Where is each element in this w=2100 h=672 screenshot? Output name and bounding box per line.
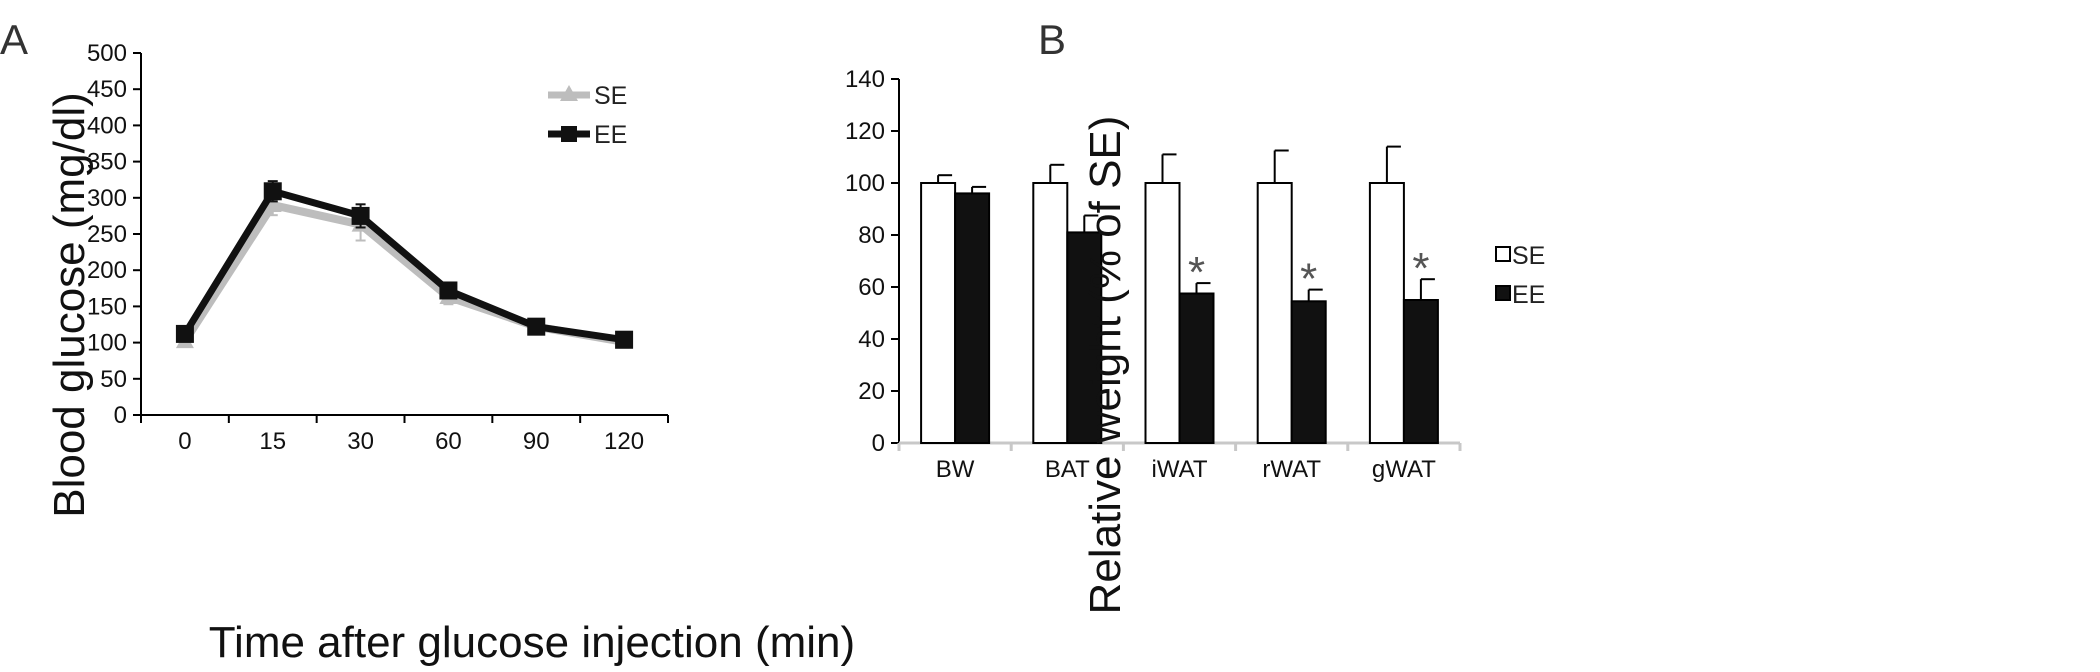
chart-a-x-tick-label: 120 (604, 428, 644, 455)
chart-a-y-tick-label: 150 (87, 293, 127, 320)
chart-a-y-tick-label: 50 (100, 366, 127, 393)
panel-letter-a: A (0, 16, 28, 63)
chart-b-y-tick-label: 60 (858, 274, 885, 301)
chart-a-y-tick-label: 400 (87, 112, 127, 139)
bar-se-rwat (1256, 182, 1293, 444)
data-point-ee (351, 206, 370, 225)
chart-b-y-tick-label: 120 (845, 118, 885, 145)
chart-b-x-tick-label: gWAT (1372, 456, 1436, 483)
legend-swatch-ee (1495, 285, 1511, 301)
chart-a-x-tick-label: 0 (178, 428, 191, 455)
panel-letter-b: B (1038, 16, 1066, 63)
glucose-tolerance-line-chart: 0 50 100 150 200 250 300 350 400 450 500 0 15 30 60 90 1… (87, 40, 669, 455)
chart-b-y-tick-label: 0 (872, 430, 885, 457)
chart-b-x-tick-label: BAT (1045, 456, 1090, 483)
chart-b-y-tick-label: 40 (858, 326, 885, 353)
bar-se-iwat (1144, 182, 1181, 444)
chart-a-x-tick-label: 15 (259, 428, 286, 455)
chart-b-y-axis-title: Relative weight (% of SE) (1081, 116, 1130, 615)
bar-se-bw (920, 182, 957, 444)
data-point-ee (615, 330, 634, 349)
data-point-se (263, 196, 282, 213)
chart-a-x-axis-title: Time after glucose injection (min) (209, 618, 855, 667)
chart-a-y-tick-label: 200 (87, 257, 127, 284)
bar-se-gwat (1368, 182, 1405, 444)
chart-a-y-tick-label: 0 (114, 402, 127, 429)
chart-b-y-tick-label: 80 (858, 222, 885, 249)
significance-asterisk: * (1300, 255, 1317, 304)
chart-b-y-tick-label: 20 (858, 378, 885, 405)
bar-ee-rwat (1290, 300, 1327, 444)
bar-ee-gwat (1402, 299, 1439, 444)
chart-a-y-tick-label: 250 (87, 221, 127, 248)
significance-asterisk: * (1188, 248, 1205, 297)
series-line-ee (181, 187, 625, 344)
bar-ee-bat (1066, 231, 1103, 444)
chart-b-x-tick-label: rWAT (1262, 456, 1321, 483)
chart-a-y-tick-label: 100 (87, 330, 127, 357)
bar-se-bat (1032, 182, 1069, 444)
significance-asterisk: * (1412, 244, 1429, 293)
chart-b-y-tick-label: 140 (845, 66, 885, 93)
data-point-ee (439, 281, 458, 300)
chart-a-y-tick-label: 500 (87, 40, 127, 67)
bar-ee-bw (954, 192, 991, 444)
legend-marker-se (560, 85, 578, 101)
chart-b-x-tick-label: iWAT (1152, 456, 1208, 483)
chart-a-y-tick-label: 350 (87, 149, 127, 176)
chart-b-y-tick-label: 100 (845, 170, 885, 197)
chart-a-y-axis-title: Blood glucose (mg/dl) (45, 92, 94, 518)
chart-b-x-tick-label: BW (936, 456, 975, 483)
legend-marker-ee (561, 126, 577, 142)
data-point-ee (175, 324, 194, 343)
bar-ee-iwat (1178, 292, 1215, 444)
chart-a-y-tick-label: 300 (87, 185, 127, 212)
legend-label-ee: EE (594, 121, 627, 149)
chart-a-y-tick-label: 450 (87, 76, 127, 103)
legend-label-se: SE (1512, 242, 1545, 270)
legend-label-se: SE (594, 82, 627, 110)
data-point-ee (527, 317, 546, 336)
chart-a-x-tick-label: 90 (523, 428, 550, 455)
chart-a-x-tick-label: 30 (347, 428, 374, 455)
legend-label-ee: EE (1512, 281, 1545, 309)
relative-weight-bar-chart: 0 20 40 60 80 100 120 140 BW BAT iWAT rWAT gWAT * * * SE… (845, 66, 1545, 483)
legend-swatch-se (1495, 246, 1511, 262)
chart-a-x-tick-label: 60 (435, 428, 462, 455)
data-point-ee (263, 182, 282, 201)
